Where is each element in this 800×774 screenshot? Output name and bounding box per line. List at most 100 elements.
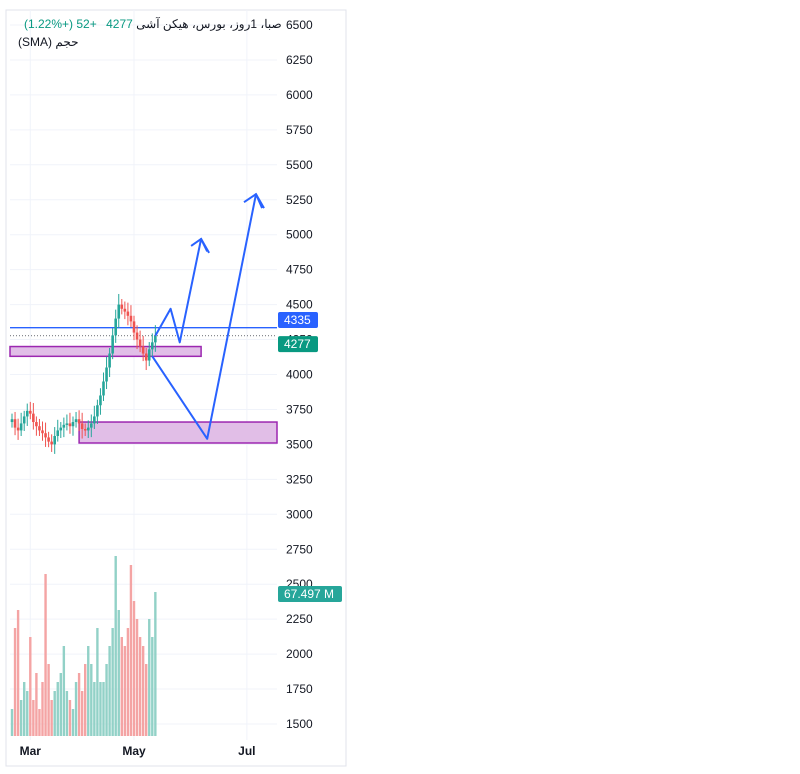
- x-tick-label: Jul: [238, 744, 255, 758]
- volume-bar: [114, 556, 117, 736]
- volume-bar: [23, 682, 26, 736]
- symbol-name[interactable]: صبا، 1روز، بورس، هیکن آشی: [136, 17, 282, 31]
- candle-body: [144, 353, 148, 361]
- volume-bar: [117, 610, 120, 736]
- candle-body: [59, 427, 63, 431]
- volume-bar: [71, 709, 75, 736]
- volume-value-tag-bg: [278, 585, 342, 602]
- volume-bar: [93, 682, 96, 736]
- last-price-tag-bg: [278, 336, 318, 353]
- candle-body: [154, 335, 157, 343]
- volume-bar: [29, 637, 32, 736]
- volume-bar: [35, 673, 38, 736]
- candle-body: [19, 423, 23, 431]
- volume-bar: [135, 619, 139, 736]
- candle-body: [68, 423, 72, 427]
- candle-body: [132, 321, 136, 333]
- chart-frame: [5, 9, 347, 767]
- volume-bar: [10, 709, 14, 736]
- projection-arrow-head: [243, 192, 265, 209]
- volume-bar: [13, 628, 17, 736]
- volume-bar: [32, 700, 35, 736]
- volume-bar: [120, 637, 123, 736]
- volume-bar: [56, 682, 59, 736]
- candle-body: [135, 332, 139, 340]
- volume-bar: [105, 664, 108, 736]
- volume-bar: [26, 691, 29, 736]
- candle-body: [71, 422, 75, 427]
- candle-body: [47, 437, 50, 442]
- y-tick-label: 1500: [286, 717, 313, 731]
- candle-body: [117, 304, 121, 319]
- y-tick-label: 3250: [286, 472, 313, 486]
- candle-body: [22, 416, 26, 424]
- candle-body: [99, 395, 102, 406]
- candle-body: [16, 427, 20, 431]
- volume-bar: [99, 682, 102, 736]
- y-tick-label: 3500: [286, 437, 313, 451]
- demand-zone-upper[interactable]: [9, 345, 202, 358]
- projection-path-upper[interactable]: [154, 237, 209, 344]
- candle-body: [141, 346, 145, 354]
- candle-body: [111, 335, 114, 354]
- volume-bar: [126, 628, 130, 736]
- candle-body: [120, 304, 124, 309]
- y-tick-label: 6250: [286, 53, 313, 67]
- candle-body: [35, 422, 38, 427]
- volume-bar: [138, 637, 142, 736]
- line-level-tag: 4335: [284, 313, 311, 327]
- y-tick-label: 5500: [286, 158, 313, 172]
- volume-bar: [77, 673, 81, 736]
- price-change-value: +52 (+1.22%): [24, 17, 97, 31]
- y-tick-label: 4500: [286, 298, 313, 312]
- y-tick-label: 2750: [286, 542, 313, 556]
- candle-body: [44, 433, 47, 438]
- candle-body: [151, 342, 154, 350]
- candle-body: [147, 349, 151, 361]
- candle-body: [105, 367, 108, 382]
- volume-bar: [132, 601, 136, 736]
- candle-body: [65, 423, 69, 425]
- volume-bar: [38, 709, 41, 736]
- volume-bar: [47, 664, 50, 736]
- volume-bar: [90, 664, 93, 736]
- candle-body: [93, 416, 96, 424]
- candle-body: [138, 339, 142, 347]
- candle-body: [123, 308, 127, 312]
- x-tick-label: May: [122, 744, 146, 758]
- candle-body: [41, 430, 44, 434]
- volume-bar: [65, 691, 69, 736]
- candle-body: [74, 419, 78, 423]
- volume-bar: [123, 646, 127, 736]
- candle-body: [114, 318, 117, 336]
- volume-bar: [19, 700, 23, 736]
- volume-bar: [151, 637, 154, 736]
- candle-body: [38, 426, 41, 431]
- y-tick-label: 4000: [286, 368, 313, 382]
- candle-body: [90, 423, 93, 428]
- volume-bar: [44, 574, 47, 736]
- volume-legend[interactable]: حجم (SMA): [18, 35, 79, 49]
- y-tick-label: 5000: [286, 228, 313, 242]
- volume-bar: [53, 691, 56, 736]
- demand-zone-lower[interactable]: [78, 421, 278, 444]
- candle-body: [102, 381, 105, 396]
- volume-bar: [96, 628, 99, 736]
- candle-body: [56, 430, 60, 437]
- candle-body: [108, 353, 111, 368]
- projection-path-lower[interactable]: [151, 193, 264, 440]
- y-tick-label: 1750: [286, 682, 313, 696]
- candle-body: [96, 405, 99, 417]
- candle-body: [62, 424, 66, 428]
- volume-bar: [102, 682, 105, 736]
- volume-bar: [141, 646, 145, 736]
- candle-body: [86, 427, 90, 431]
- volume-bar: [108, 646, 111, 736]
- candle-body: [83, 429, 87, 431]
- volume-bar: [50, 700, 53, 736]
- volume-bar: [145, 664, 148, 736]
- volume-bar: [154, 592, 157, 736]
- y-tick-label: 4750: [286, 263, 313, 277]
